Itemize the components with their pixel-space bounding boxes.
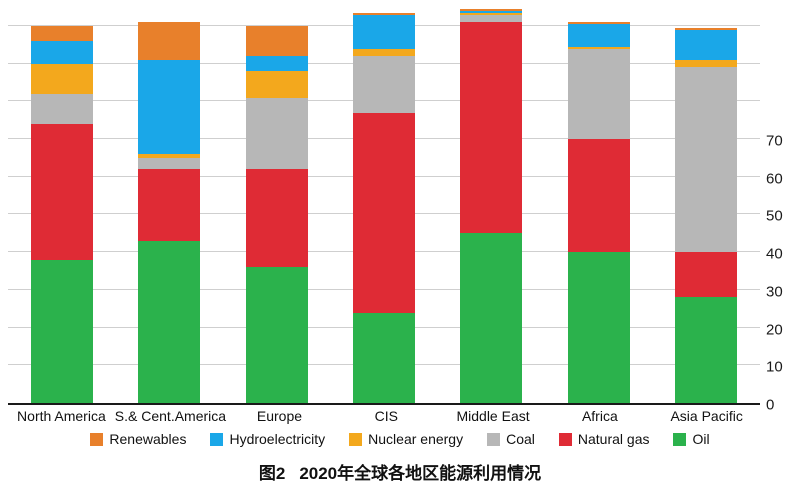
natural-gas-segment	[138, 169, 201, 241]
legend-item-coal: Coal	[487, 431, 535, 447]
coal-segment	[675, 67, 738, 253]
hydroelectricity-segment	[460, 10, 523, 13]
renewables-segment	[30, 25, 93, 41]
caption-number: 图2	[258, 464, 286, 483]
x-category-label: S.& Cent.America	[114, 408, 227, 424]
nuclear-energy-segment	[352, 48, 415, 57]
hydroelectricity-segment	[567, 24, 630, 47]
y-tick-label: 0	[766, 396, 775, 414]
legend-label: Nuclear energy	[368, 431, 464, 447]
legend-label: Natural gas	[577, 431, 650, 447]
legend-item-oil: Oil	[673, 431, 710, 447]
bar-cis	[352, 12, 415, 403]
bar-slot	[223, 7, 330, 403]
bar-slot	[8, 7, 115, 403]
oil-segment	[138, 240, 201, 403]
oil-swatch	[673, 432, 687, 446]
nuclear-energy-swatch	[349, 432, 363, 446]
legend-item-hydroelectricity: Hydroelectricity	[210, 431, 325, 447]
coal-segment	[567, 48, 630, 140]
x-category-label: Africa	[581, 408, 618, 424]
oil-segment	[245, 267, 308, 403]
coal-segment	[460, 14, 523, 23]
bar-slot	[545, 7, 652, 403]
legend: Renewables Hydroelectricity Nuclear energy…	[0, 431, 800, 447]
natural-gas-segment	[30, 123, 93, 260]
renewables-segment	[245, 25, 308, 57]
bar-slot	[653, 7, 760, 403]
legend-item-nuclear-energy: Nuclear energy	[349, 431, 463, 447]
natural-gas-segment	[460, 22, 523, 234]
natural-gas-swatch	[558, 432, 572, 446]
hydroelectricity-segment	[138, 59, 201, 155]
bar-asia-pacific	[675, 27, 738, 403]
y-tick-label: 30	[766, 283, 783, 301]
hydroelectricity-segment	[245, 56, 308, 72]
y-tick-label: 40	[766, 245, 783, 263]
nuclear-energy-segment	[245, 71, 308, 98]
bar-s-cent-america	[138, 22, 201, 403]
oil-segment	[460, 233, 523, 403]
oil-segment	[675, 297, 738, 403]
y-axis: 0 10 20 30 40 50 60 70	[760, 7, 800, 413]
x-category-label: Middle East	[456, 408, 530, 424]
x-category-label: Europe	[256, 408, 303, 424]
bar-slot	[438, 7, 545, 403]
natural-gas-segment	[245, 169, 308, 268]
hydroelectricity-swatch	[210, 432, 224, 446]
y-tick-label: 60	[766, 170, 783, 188]
x-category-label: CIS	[374, 408, 398, 424]
renewables-swatch	[90, 432, 104, 446]
bar-slot	[330, 7, 437, 403]
natural-gas-segment	[567, 139, 630, 253]
renewables-segment	[460, 8, 523, 11]
x-category-label: North America	[17, 408, 106, 424]
legend-label: Oil	[692, 431, 710, 447]
legend-item-natural-gas: Natural gas	[558, 431, 650, 447]
nuclear-energy-segment	[567, 46, 630, 49]
hydroelectricity-segment	[352, 14, 415, 49]
legend-label: Renewables	[109, 431, 187, 447]
oil-segment	[567, 252, 630, 403]
nuclear-energy-segment	[675, 59, 738, 68]
oil-segment	[352, 312, 415, 403]
legend-item-renewables: Renewables	[90, 431, 186, 447]
legend-label: Coal	[506, 431, 535, 447]
bar-middle-east	[460, 8, 523, 403]
y-tick-label: 50	[766, 207, 783, 225]
caption-text: 2020年全球各地区能源利用情况	[299, 464, 542, 483]
coal-segment	[30, 93, 93, 124]
y-tick-label: 70	[766, 132, 783, 150]
coal-segment	[245, 97, 308, 170]
x-axis-labels: North America S.& Cent.America Europe CIS Mi…	[8, 408, 760, 424]
y-tick-label: 10	[766, 358, 783, 376]
renewables-segment	[567, 22, 630, 25]
plot-area	[8, 7, 760, 405]
coal-swatch	[487, 432, 501, 446]
hydroelectricity-segment	[675, 29, 738, 60]
coal-segment	[352, 56, 415, 113]
renewables-segment	[675, 27, 738, 30]
renewables-segment	[352, 12, 415, 15]
bar-europe	[245, 25, 308, 403]
nuclear-energy-segment	[138, 154, 201, 158]
oil-segment	[30, 259, 93, 403]
figure-caption: 图2 2020年全球各地区能源利用情况	[0, 459, 800, 484]
coal-segment	[138, 157, 201, 170]
natural-gas-segment	[352, 112, 415, 313]
legend-label: Hydroelectricity	[229, 431, 326, 447]
bar-north-america	[30, 25, 93, 403]
natural-gas-segment	[675, 252, 738, 298]
bar-africa	[567, 22, 630, 403]
nuclear-energy-segment	[30, 63, 93, 94]
renewables-segment	[138, 22, 201, 60]
chart-area: 0 10 20 30 40 50 60 70	[0, 7, 800, 413]
bar-slot	[115, 7, 222, 403]
x-category-label: Asia Pacific	[670, 408, 743, 424]
nuclear-energy-segment	[460, 12, 523, 15]
y-tick-label: 20	[766, 321, 783, 339]
hydroelectricity-segment	[30, 40, 93, 64]
